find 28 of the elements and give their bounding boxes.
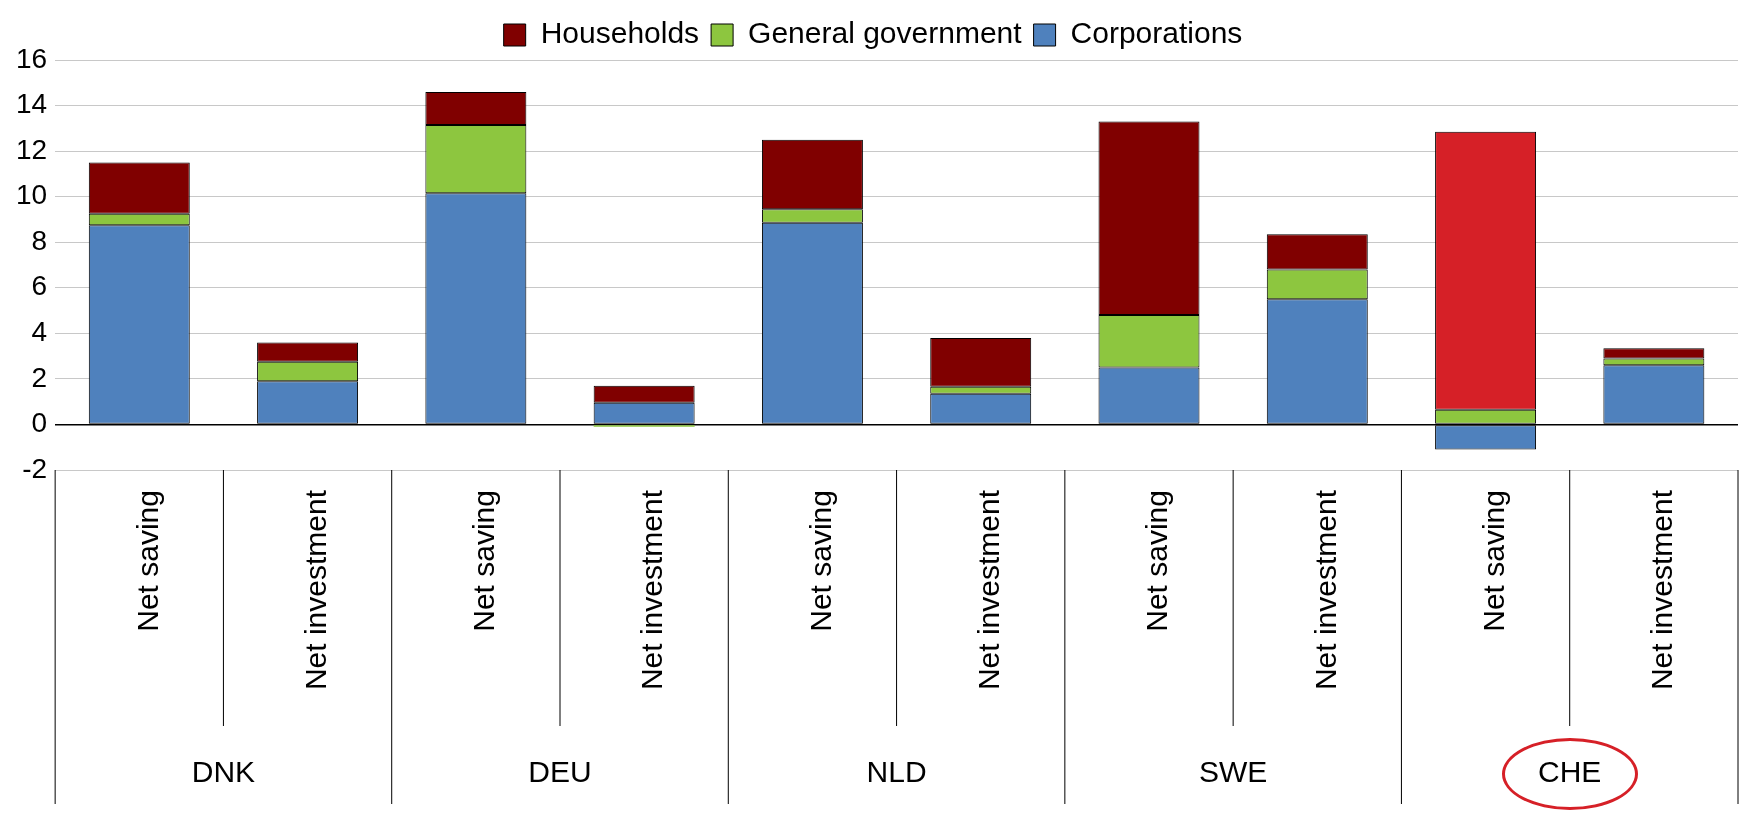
text: NLD bbox=[866, 755, 927, 789]
text: DNK bbox=[191, 755, 256, 789]
y-tick-label: 14 bbox=[15, 88, 48, 120]
y-tick-label: 6 bbox=[31, 270, 48, 302]
legend-label: Corporations bbox=[1070, 16, 1243, 50]
y-tick-label: 16 bbox=[15, 42, 48, 74]
y-tick-label: 10 bbox=[15, 179, 48, 211]
y-tick-label: 2 bbox=[31, 361, 48, 393]
y-tick-label: 0 bbox=[31, 407, 48, 439]
x-tick-label: Net investment bbox=[635, 489, 669, 691]
y-tick-label: 4 bbox=[31, 316, 48, 348]
x-tick-label: Net saving bbox=[1140, 490, 1174, 632]
y-tick-label: 12 bbox=[15, 133, 48, 165]
x-tick-label: Net investment bbox=[1645, 489, 1679, 691]
text: DEU bbox=[528, 755, 592, 789]
text: CHE bbox=[1538, 755, 1602, 789]
x-tick-label: Net saving bbox=[467, 490, 501, 632]
x-tick-label: Net investment bbox=[298, 489, 332, 691]
y-tick-label: -2 bbox=[22, 452, 48, 484]
x-tick-label: Net saving bbox=[803, 490, 837, 632]
x-tick-label: Net investment bbox=[971, 489, 1005, 691]
text: SWE bbox=[1198, 755, 1268, 789]
x-tick-label: Net investment bbox=[1308, 489, 1342, 691]
x-tick-label: Net saving bbox=[130, 490, 164, 632]
x-tick-label: Net saving bbox=[1476, 490, 1510, 632]
legend-label: General government bbox=[748, 16, 1023, 50]
y-tick-label: 8 bbox=[31, 224, 48, 256]
legend-label: Households bbox=[540, 16, 700, 50]
